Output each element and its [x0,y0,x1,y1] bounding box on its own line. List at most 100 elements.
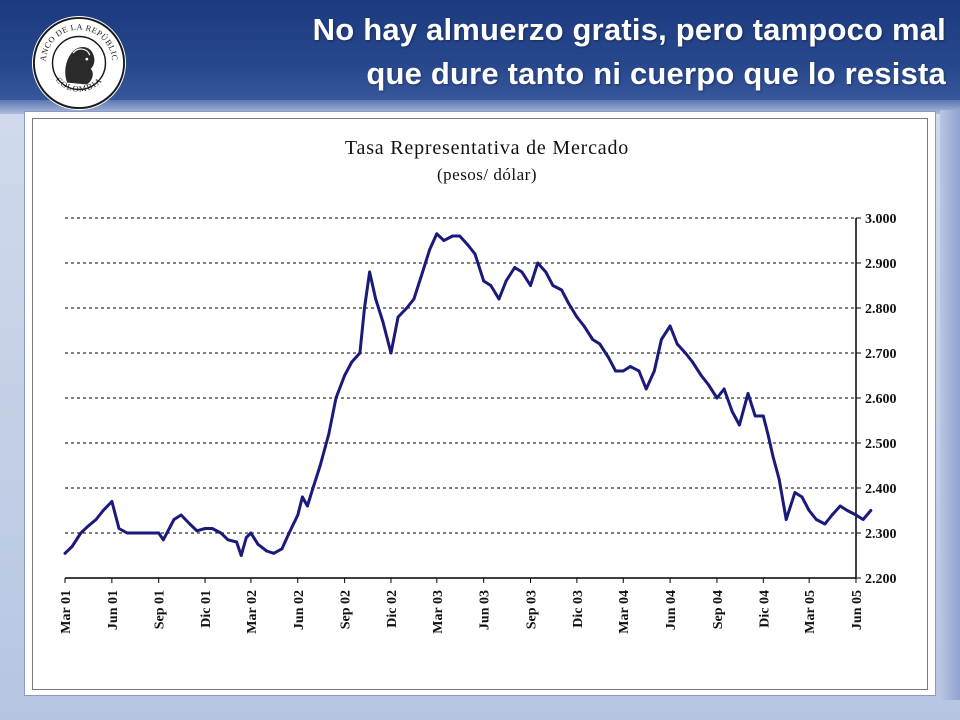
data-point [582,324,586,328]
data-point [374,297,378,301]
data-point [644,387,648,391]
data-point [861,518,865,521]
banco-republica-seal-logo: BANCO DE LA REPÚBLICA COLOMBIA [30,14,127,111]
data-point [668,324,672,328]
data-point [265,549,269,553]
x-tick-label: Dic 02 [385,590,400,628]
data-point [141,531,145,535]
data-point [396,315,400,319]
data-point [179,513,183,517]
data-point [272,551,276,555]
data-point [489,284,493,287]
data-point [63,551,67,555]
data-point [219,531,223,535]
data-point [629,365,632,368]
data-point [800,495,804,499]
data-point [350,360,354,364]
data-point [784,518,788,521]
data-point [203,527,207,530]
data-point [544,270,548,274]
data-point [94,518,98,521]
data-point [172,518,176,521]
data-point [451,234,454,238]
data-point [195,529,199,533]
slide-header [0,0,960,106]
data-point [466,243,470,247]
data-point [473,252,477,256]
data-point [497,297,501,301]
x-tick-label: Mar 02 [245,590,260,634]
data-point [482,279,486,283]
chart-subtitle: (pesos/ dólar) [437,165,537,184]
data-point [854,513,858,517]
x-tick-label: Jun 02 [292,590,307,630]
y-tick-label: 2.400 [865,482,897,497]
data-point [157,531,161,535]
y-tick-label: 2.900 [865,257,897,272]
data-point [513,266,517,269]
data-point [334,396,338,400]
data-point [435,232,439,236]
data-point [504,279,508,283]
y-tick-label: 2.500 [865,437,897,452]
data-point [117,527,121,530]
data-point [730,410,734,413]
data-point [746,392,750,395]
data-point [761,414,765,418]
data-point [706,383,710,386]
x-tick-label: Sep 04 [711,590,726,629]
data-point [793,491,797,494]
decorative-strip [940,110,960,700]
data-point [318,464,322,467]
x-tick-label: Jun 05 [850,590,865,630]
data-point [86,524,90,528]
data-point [753,414,757,418]
x-tick-label: Jun 04 [664,590,679,630]
data-point [777,477,781,481]
x-tick-label: Mar 05 [803,590,818,634]
data-point [244,536,248,539]
data-point [389,351,393,355]
data-point [845,509,849,512]
data-point [70,545,74,548]
slide-title-line-2: que dure tanto ni cuerpo que lo resista [366,56,946,91]
data-point [607,356,610,359]
data-point [560,288,563,292]
data-point [660,338,663,341]
chart-title: Tasa Representativa de Mercado [345,137,629,159]
data-point [869,509,873,512]
series-line-trm [63,232,873,557]
data-point [598,342,602,346]
x-tick-label: Dic 04 [757,590,772,628]
data-point [280,547,284,551]
data-point [239,554,243,557]
data-point [675,342,679,346]
data-point [458,234,462,238]
data-point [699,374,703,377]
data-point [249,531,253,535]
data-point [132,531,136,535]
data-point [381,320,385,323]
data-point [79,531,83,535]
data-point [567,302,571,305]
data-point [148,531,152,535]
data-point [363,306,366,310]
data-point [722,387,726,391]
data-point [684,351,687,355]
y-axis-tick-labels: 2.200 2.300 2.400 2.500 2.600 2.700 2.800 2.900… [865,212,897,587]
series-layer [63,232,873,557]
x-tick-label: Sep 02 [339,590,354,629]
data-point [110,500,114,503]
y-tick-label: 2.600 [865,392,897,407]
data-point [421,270,424,274]
data-point [529,284,532,287]
data-point [327,432,331,436]
slide-title-line-1: No hay almuerzo gratis, pero tampoco mal [312,12,946,47]
data-point [235,540,239,544]
data-point [771,455,775,458]
x-tick-label: Jun 01 [106,590,121,630]
data-point [256,542,260,546]
data-point [188,522,192,526]
data-point [405,306,409,310]
data-point [358,351,362,355]
